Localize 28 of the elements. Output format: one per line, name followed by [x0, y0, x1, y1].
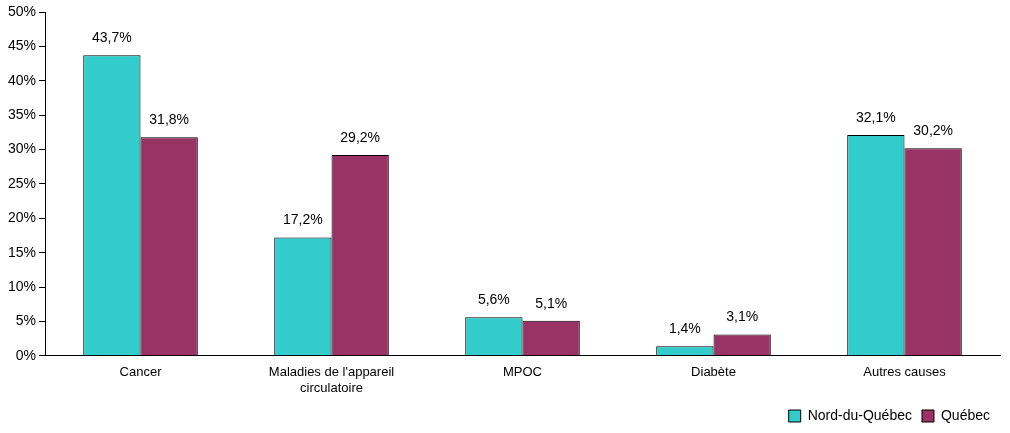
- data-label: 32,1%: [856, 108, 896, 125]
- y-tick-label: 10%: [7, 277, 37, 294]
- y-tick-label: 35%: [7, 106, 37, 122]
- data-label: 5,6%: [477, 291, 510, 308]
- y-tick-label: 30%: [7, 140, 37, 157]
- y-tick-label: 5%: [15, 312, 37, 329]
- x-tick-label: Maladies de l'appareil circulatoire: [268, 364, 395, 395]
- y-tick-label: 25%: [7, 174, 37, 191]
- x-tick-label: Cancer: [119, 364, 163, 380]
- x-tick-label: Diabète: [691, 364, 736, 380]
- x-tick-label: MPOC: [503, 364, 543, 380]
- x-tick-label: Autres causes: [863, 364, 947, 380]
- data-label: 31,8%: [149, 111, 190, 127]
- data-label: 5,1%: [535, 294, 568, 311]
- y-tick-label: 50%: [7, 2, 37, 19]
- legend-label: Québec: [940, 406, 991, 423]
- y-tick-label: 15%: [7, 243, 37, 260]
- data-label: 17,2%: [283, 211, 323, 228]
- data-label: 29,2%: [340, 128, 381, 145]
- y-tick-label: 45%: [7, 37, 37, 54]
- data-label: 43,7%: [92, 29, 132, 46]
- data-label: 1,4%: [668, 320, 701, 337]
- y-tick-label: 20%: [7, 209, 37, 226]
- data-label: 30,2%: [913, 122, 953, 138]
- y-tick-label: 0%: [15, 346, 37, 363]
- data-label: 3,1%: [726, 308, 759, 325]
- y-tick-label: 40%: [7, 71, 37, 88]
- legend-label: Nord-du-Québec: [807, 406, 912, 423]
